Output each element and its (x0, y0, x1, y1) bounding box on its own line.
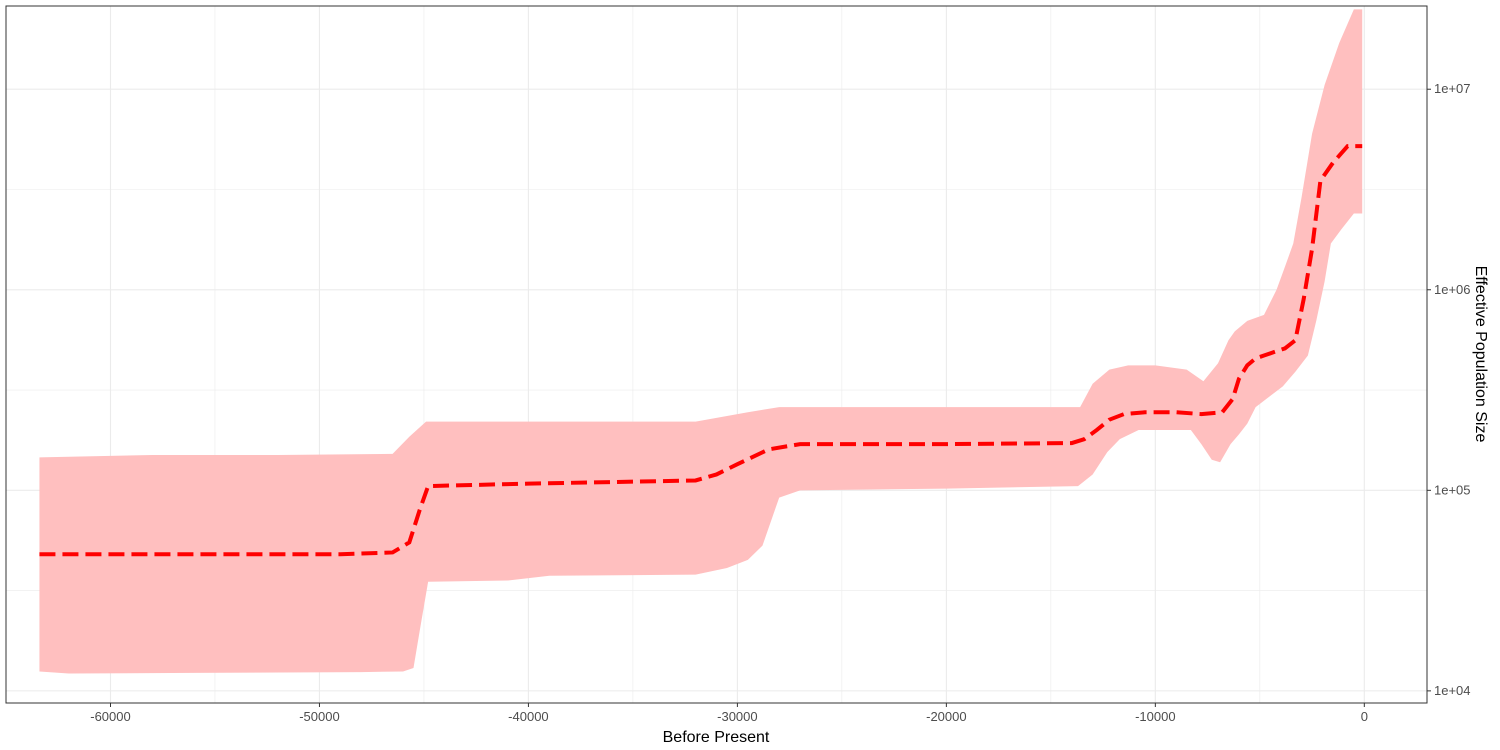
x-tick-label: -30000 (717, 709, 757, 724)
x-tick-label: -50000 (299, 709, 339, 724)
y-tick-label: 1e+06 (1434, 282, 1471, 297)
y-tick-label: 1e+07 (1434, 81, 1471, 96)
x-tick-label: 0 (1361, 709, 1368, 724)
x-tick-label: -40000 (508, 709, 548, 724)
x-tick-label: -10000 (1135, 709, 1175, 724)
y-axis-title: Effective Population Size (1472, 266, 1489, 443)
x-axis-ticks: -60000 -50000 -40000 -30000 -20000 -10000 0 (90, 703, 1368, 724)
x-tick-label: -60000 (90, 709, 130, 724)
median-line (39, 144, 1363, 557)
x-axis-title: Before Present (663, 729, 770, 746)
plot-panel-border (5, 5, 1428, 704)
x-tick-label: -20000 (926, 709, 966, 724)
y-tick-label: 1e+04 (1434, 683, 1471, 698)
y-axis-ticks: 1e+04 1e+05 1e+06 1e+07 (1427, 81, 1471, 698)
confidence-band (39, 9, 1363, 674)
y-tick-label: 1e+05 (1434, 482, 1471, 497)
